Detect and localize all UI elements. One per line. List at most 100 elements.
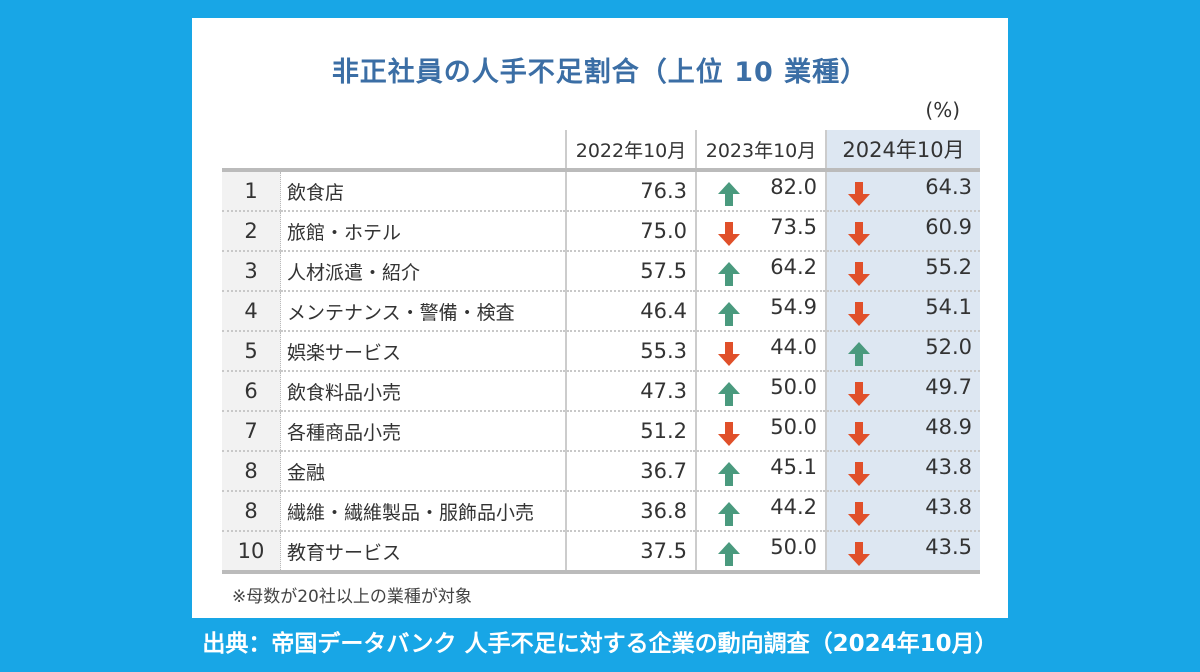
value: 55.3 <box>640 339 687 363</box>
value: 73.5 <box>770 215 817 239</box>
value-cell: 51.2 <box>565 411 696 452</box>
value-cell: 64.2 <box>695 251 826 292</box>
industry-cell: 旅館・ホテル <box>280 211 566 252</box>
arrow-down-icon <box>848 262 870 286</box>
value: 54.1 <box>925 295 972 319</box>
value-cell: 55.3 <box>565 331 696 372</box>
rank-cell: 4 <box>222 291 281 332</box>
value-cell: 73.5 <box>695 211 826 252</box>
value-cell: 36.7 <box>565 451 696 492</box>
value-cell: 47.3 <box>565 371 696 412</box>
industry-cell: 飲食店 <box>280 168 566 212</box>
value: 43.8 <box>925 495 972 519</box>
industry-cell: 各種商品小売 <box>280 411 566 452</box>
industry-cell: 娯楽サービス <box>280 331 566 372</box>
table-row: 2 旅館・ホテル 75.0 73.5 60.9 <box>222 211 980 252</box>
value: 75.0 <box>640 219 687 243</box>
arrow-up-icon <box>718 462 740 486</box>
rank-cell: 10 <box>222 531 281 574</box>
value: 44.2 <box>770 495 817 519</box>
header-2022: 2022年10月 <box>565 130 696 170</box>
arrow-up-icon <box>718 502 740 526</box>
value: 50.0 <box>770 375 817 399</box>
footnote: ※母数が20社以上の業種が対象 <box>232 587 472 607</box>
value: 44.0 <box>770 335 817 359</box>
value-cell: 50.0 <box>695 531 826 574</box>
industry-cell: 飲食料品小売 <box>280 371 566 412</box>
arrow-up-icon <box>718 542 740 566</box>
arrow-down-icon <box>848 422 870 446</box>
arrow-down-icon <box>718 222 740 246</box>
data-table: 2022年10月 2023年10月 2024年10月 1 飲食店 76.3 82.0 6… <box>222 130 980 574</box>
arrow-down-icon <box>848 542 870 566</box>
arrow-down-icon <box>848 502 870 526</box>
value: 48.9 <box>925 415 972 439</box>
value-cell: 37.5 <box>565 531 696 574</box>
value-cell: 52.0 <box>825 331 980 372</box>
arrow-up-icon <box>718 262 740 286</box>
arrow-up-icon <box>718 302 740 326</box>
rank-cell: 1 <box>222 168 281 212</box>
rank-cell: 6 <box>222 371 281 412</box>
arrow-down-icon <box>848 182 870 206</box>
rank-cell: 5 <box>222 331 281 372</box>
value: 36.7 <box>640 459 687 483</box>
value-cell: 44.2 <box>695 491 826 532</box>
value: 37.5 <box>640 539 687 563</box>
value: 55.2 <box>925 255 972 279</box>
table-row: 10 教育サービス 37.5 50.0 43.5 <box>222 531 980 574</box>
value: 47.3 <box>640 379 687 403</box>
table-row: 7 各種商品小売 51.2 50.0 48.9 <box>222 411 980 452</box>
rank-cell: 8 <box>222 451 281 492</box>
value: 76.3 <box>640 179 687 203</box>
value-cell: 45.1 <box>695 451 826 492</box>
table-row: 4 メンテナンス・警備・検査 46.4 54.9 54.1 <box>222 291 980 332</box>
value: 50.0 <box>770 415 817 439</box>
value: 54.9 <box>770 295 817 319</box>
table-row: 1 飲食店 76.3 82.0 64.3 <box>222 168 980 212</box>
arrow-up-icon <box>848 342 870 366</box>
value: 64.3 <box>925 175 972 199</box>
arrow-down-icon <box>718 342 740 366</box>
industry-cell: 教育サービス <box>280 531 566 574</box>
value: 57.5 <box>640 259 687 283</box>
arrow-down-icon <box>848 462 870 486</box>
rank-cell: 7 <box>222 411 281 452</box>
table-row: 3 人材派遣・紹介 57.5 64.2 55.2 <box>222 251 980 292</box>
value-cell: 43.8 <box>825 491 980 532</box>
value-cell: 82.0 <box>695 168 826 212</box>
value: 82.0 <box>770 175 817 199</box>
value-cell: 64.3 <box>825 168 980 212</box>
value: 52.0 <box>925 335 972 359</box>
chart-title: 非正社員の人手不足割合（上位 10 業種） <box>331 57 869 88</box>
value: 43.5 <box>925 535 972 559</box>
header-2024: 2024年10月 <box>825 130 980 170</box>
source-caption: 出典：帝国データバンク 人手不足に対する企業の動向調査（2024年10月） <box>202 631 998 657</box>
value-cell: 57.5 <box>565 251 696 292</box>
value-cell: 44.0 <box>695 331 826 372</box>
arrow-down-icon <box>848 222 870 246</box>
table-row: 8 金融 36.7 45.1 43.8 <box>222 451 980 492</box>
table-row: 6 飲食料品小売 47.3 50.0 49.7 <box>222 371 980 412</box>
unit-label: (%) <box>925 98 960 122</box>
industry-cell: 人材派遣・紹介 <box>280 251 566 292</box>
value: 46.4 <box>640 299 687 323</box>
value-cell: 50.0 <box>695 371 826 412</box>
value: 36.8 <box>640 499 687 523</box>
value: 64.2 <box>770 255 817 279</box>
value-cell: 54.9 <box>695 291 826 332</box>
industry-cell: 繊維・繊維製品・服飾品小売 <box>280 491 566 532</box>
arrow-up-icon <box>718 382 740 406</box>
value: 43.8 <box>925 455 972 479</box>
value-cell: 55.2 <box>825 251 980 292</box>
rank-cell: 8 <box>222 491 281 532</box>
value-cell: 49.7 <box>825 371 980 412</box>
value: 51.2 <box>640 419 687 443</box>
arrow-down-icon <box>848 382 870 406</box>
value-cell: 50.0 <box>695 411 826 452</box>
value: 50.0 <box>770 535 817 559</box>
table-row: 8 繊維・繊維製品・服飾品小売 36.8 44.2 43.8 <box>222 491 980 532</box>
rank-cell: 2 <box>222 211 281 252</box>
industry-cell: メンテナンス・警備・検査 <box>280 291 566 332</box>
value-cell: 36.8 <box>565 491 696 532</box>
